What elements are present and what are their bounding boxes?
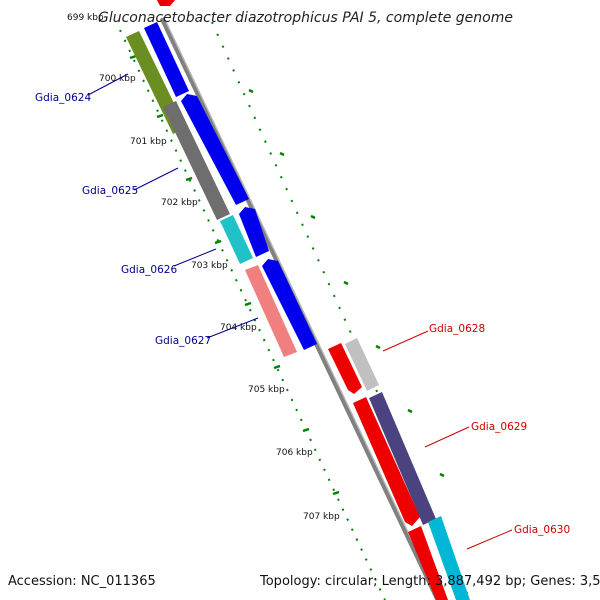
gene-label-gdia-0625: Gdia_0625: [82, 185, 138, 197]
forward-cds: [144, 22, 317, 350]
scale-label: 703 kbp: [191, 261, 228, 271]
scale-label: 707 kbp: [303, 512, 340, 522]
gene-callouts-right: Gdia_0628 Gdia_0629 Gdia_0630: [382, 323, 570, 550]
gene-label-gdia-0627: Gdia_0627: [155, 335, 211, 347]
genome-backbone: [159, 16, 441, 600]
feature-top-partial: [157, 0, 175, 6]
gene-label-gdia-0629: Gdia_0629: [471, 421, 527, 433]
gene-callouts-left: Gdia_0624 Gdia_0625 Gdia_0626 Gdia_0627: [35, 73, 259, 347]
accession-text: Accession: NC_011365: [8, 574, 156, 589]
reverse-cds: [328, 343, 448, 600]
scale-labels: 699 kbp 700 kbp 701 kbp 702 kbp 703 kbp …: [67, 13, 340, 522]
genome-stats-text: Topology: circular; Length: 3,887,492 bp…: [260, 574, 600, 589]
scale-label: 699 kbp: [67, 13, 104, 23]
scale-label: 701 kbp: [130, 137, 167, 147]
scale-ticks: [129, 54, 340, 496]
scale-label: 706 kbp: [276, 448, 313, 458]
scale-label: 704 kbp: [220, 323, 257, 333]
map-title: Gluconacetobacter diazotrophicus PAI 5, …: [98, 10, 513, 26]
gene-label-gdia-0624: Gdia_0624: [35, 92, 91, 104]
scale-label: 705 kbp: [248, 385, 285, 395]
gene-label-gdia-0626: Gdia_0626: [121, 264, 177, 276]
right-cog-features: [345, 338, 470, 600]
left-cog-features: [126, 31, 297, 357]
ring-ticks-right: [248, 88, 445, 478]
gene-label-gdia-0630: Gdia_0630: [514, 524, 570, 536]
gene-label-gdia-0628: Gdia_0628: [429, 323, 485, 335]
tick-ring-inner-right: [211, 21, 471, 600]
scale-label: 702 kbp: [161, 198, 198, 208]
